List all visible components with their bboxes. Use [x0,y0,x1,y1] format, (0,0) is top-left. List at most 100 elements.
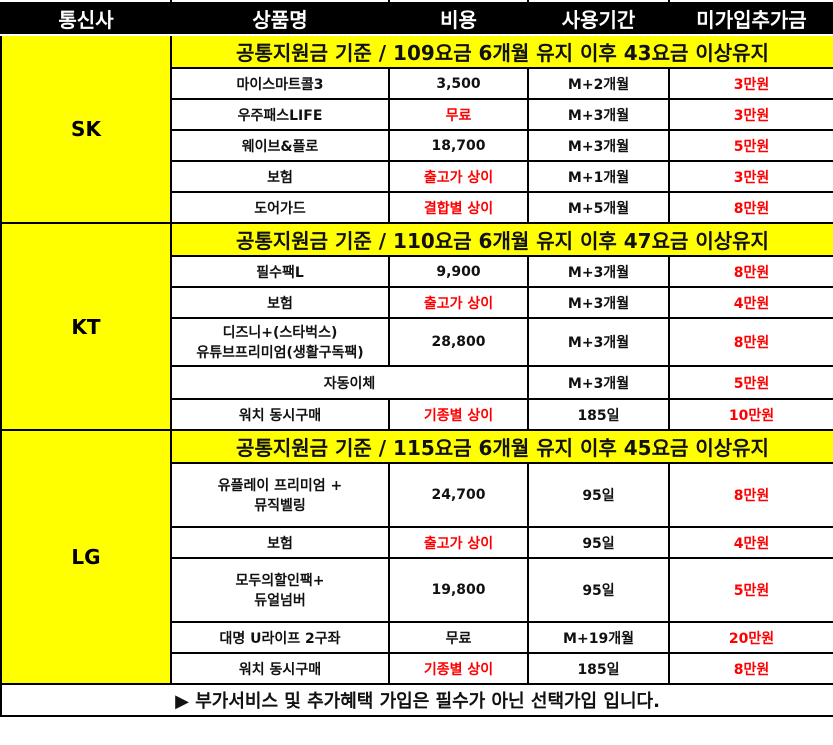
period-cell: 185일 [527,652,670,685]
cost-cell: 19,800 [388,557,529,623]
header-period: 사용기간 [527,0,670,36]
product-cell: 마이스마트콜3 [170,67,390,100]
table-row: 유플레이 프리미엄 + 뮤직벨링 24,700 95일 8만원 [1,462,833,528]
cost-cell: 9,900 [388,255,529,288]
cost-cell: 18,700 [388,129,529,162]
cost-cell: 24,700 [388,462,529,528]
table-row: 보험 출고가 상이 M+1개월 3만원 [1,160,833,193]
product-name: 보험 [267,169,293,186]
carrier-name: KT [0,222,172,431]
penalty-cell: 3만원 [668,67,833,100]
product-cell: 디즈니+(스타벅스) 유튜브프리미엄(생활구독팩) [170,317,390,367]
product-name: 자동이체 [323,375,376,392]
table-row: 워치 동시구매 기종별 상이 185일 8만원 [1,652,833,685]
product-cell: 워치 동시구매 [170,398,390,431]
product-name: 필수팩L [256,264,304,281]
section-banner: 공통지원금 기준 / 110요금 6개월 유지 이후 47요금 이상유지 [170,222,833,257]
product-name: 보험 [267,535,293,552]
penalty-cell: 5만원 [668,365,833,400]
cost-cell: 출고가 상이 [388,286,529,319]
product-cell: 모두의할인팩+ 듀얼넘버 [170,557,390,623]
product-cell: 보험 [170,160,390,193]
cost-cell: 28,800 [388,317,529,367]
period-cell: 95일 [527,526,670,559]
table-row: 마이스마트콜3 3,500 M+2개월 3만원 [1,67,833,100]
cost-cell: 무료 [388,621,529,654]
period-cell: 95일 [527,557,670,623]
period-cell: M+3개월 [527,365,670,400]
product-name: 우주패스LIFE [237,107,323,124]
product-cell: 웨이브&플로 [170,129,390,162]
penalty-cell: 5만원 [668,557,833,623]
product-name-line2: 듀얼넘버 [254,593,306,609]
section-banner-row: KT 공통지원금 기준 / 110요금 6개월 유지 이후 47요금 이상유지 [0,222,833,431]
cost-cell: 출고가 상이 [388,526,529,559]
table-row: 도어가드 결합별 상이 M+5개월 8만원 [1,191,833,224]
penalty-cell: 8만원 [668,462,833,528]
period-cell: M+19개월 [527,621,670,654]
plan-table: 통신사 상품명 비용 사용기간 미가입추가금 SK 공통지원금 기준 / 109… [0,0,833,717]
penalty-cell: 4만원 [668,286,833,319]
header-carrier: 통신사 [0,0,172,36]
section-banner: 공통지원금 기준 / 109요금 6개월 유지 이후 43요금 이상유지 [170,34,833,69]
penalty-cell: 4만원 [668,526,833,559]
product-name: 유플레이 프리미엄 + [217,478,343,494]
period-cell: M+3개월 [527,317,670,367]
product-name: 보험 [267,295,293,312]
penalty-cell: 10만원 [668,398,833,431]
period-cell: M+3개월 [527,129,670,162]
table-row: 필수팩L 9,900 M+3개월 8만원 [1,255,833,288]
product-name: 디즈니+(스타벅스) [222,325,338,341]
product-name: 모두의할인팩+ [235,573,325,589]
table-row: 우주패스LIFE 무료 M+3개월 3만원 [1,98,833,131]
carrier-name: SK [0,34,172,224]
period-cell: 95일 [527,462,670,528]
product-cell: 필수팩L [170,255,390,288]
carrier-name: LG [0,429,172,685]
table-row: 대명 U라이프 2구좌 무료 M+19개월 20만원 [1,621,833,654]
product-cell: 우주패스LIFE [170,98,390,131]
table-row: 디즈니+(스타벅스) 유튜브프리미엄(생활구독팩) 28,800 M+3개월 8만원 [1,317,833,367]
header-row: 통신사 상품명 비용 사용기간 미가입추가금 [0,0,833,36]
product-name: 마이스마트콜3 [236,76,324,93]
section-banner: 공통지원금 기준 / 115요금 6개월 유지 이후 45요금 이상유지 [170,429,833,464]
table-row: 워치 동시구매 기종별 상이 185일 10만원 [1,398,833,431]
period-cell: M+3개월 [527,255,670,288]
footer-note: ▶ 부가서비스 및 추가혜택 가입은 필수가 아닌 선택가입 입니다. [0,683,833,717]
cost-cell: 기종별 상이 [388,652,529,685]
section-banner-row: SK 공통지원금 기준 / 109요금 6개월 유지 이후 43요금 이상유지 [0,34,833,224]
product-cell: 유플레이 프리미엄 + 뮤직벨링 [170,462,390,528]
period-cell: M+2개월 [527,67,670,100]
product-cell: 보험 [170,526,390,559]
product-name-line2: 유튜브프리미엄(생활구독팩) [196,345,364,361]
product-name: 웨이브&플로 [241,138,319,155]
penalty-cell: 5만원 [668,129,833,162]
period-cell: M+3개월 [527,98,670,131]
period-cell: M+3개월 [527,286,670,319]
header-penalty: 미가입추가금 [668,0,833,36]
cost-cell: 결합별 상이 [388,191,529,224]
table-row: 자동이체 M+3개월 5만원 [1,365,833,400]
header-product: 상품명 [170,0,390,36]
penalty-cell: 3만원 [668,98,833,131]
table-row: 웨이브&플로 18,700 M+3개월 5만원 [1,129,833,162]
penalty-cell: 3만원 [668,160,833,193]
penalty-cell: 8만원 [668,317,833,367]
cost-cell: 무료 [388,98,529,131]
product-cell: 자동이체 [170,365,529,400]
penalty-cell: 8만원 [668,652,833,685]
product-name: 도어가드 [254,200,306,217]
period-cell: 185일 [527,398,670,431]
product-cell: 도어가드 [170,191,390,224]
period-cell: M+5개월 [527,191,670,224]
header-cost: 비용 [388,0,529,36]
product-name: 대명 U라이프 2구좌 [219,630,341,647]
period-cell: M+1개월 [527,160,670,193]
table-row: 모두의할인팩+ 듀얼넘버 19,800 95일 5만원 [1,557,833,623]
penalty-cell: 8만원 [668,255,833,288]
product-cell: 보험 [170,286,390,319]
cost-cell: 기종별 상이 [388,398,529,431]
penalty-cell: 20만원 [668,621,833,654]
cost-cell: 3,500 [388,67,529,100]
penalty-cell: 8만원 [668,191,833,224]
